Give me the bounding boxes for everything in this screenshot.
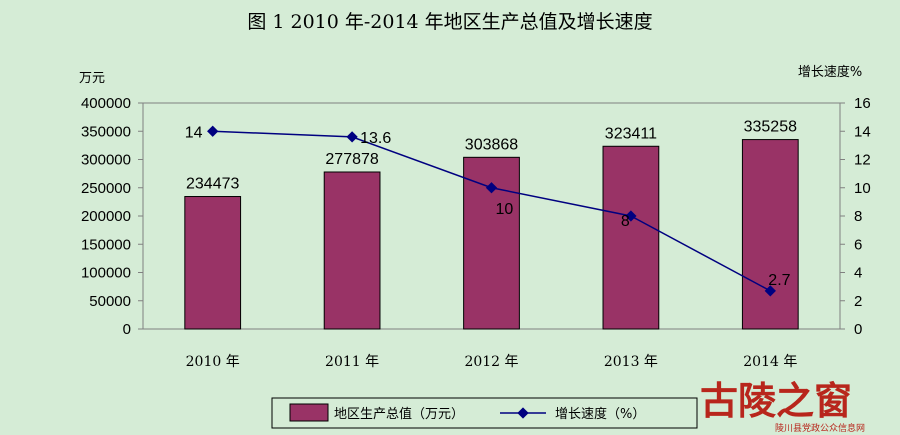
left-tick-label: 0 — [123, 321, 131, 338]
left-tick-label: 100000 — [81, 265, 131, 282]
line-point — [485, 182, 498, 194]
chart-title: 图 1 2010 年-2014 年地区生产总值及增长速度 — [247, 11, 652, 33]
line-point — [764, 285, 776, 297]
line-value-label: 10 — [496, 201, 514, 218]
bar-series: 234473 277878 303868 323411 335258 — [184, 119, 799, 330]
line-value-label: 13.6 — [360, 130, 391, 147]
right-tick-label: 12 — [854, 152, 871, 169]
category-labels: 2010 年 2011 年 2012 年 2013 年 2014 年 — [186, 354, 798, 370]
left-tick-label: 250000 — [81, 180, 131, 197]
line-value-label: 14 — [185, 124, 203, 141]
left-tick-label: 300000 — [81, 152, 131, 169]
left-tick-label: 50000 — [89, 293, 131, 310]
legend-bar-swatch — [289, 403, 329, 422]
watermark: 古陵之窗 陵川县党政公众信息网 — [700, 378, 865, 434]
bar — [741, 139, 799, 330]
bar-value-label: 234473 — [186, 176, 239, 193]
line-series: 14 13.6 10 8 2.7 — [185, 124, 791, 297]
watermark-logo: 古陵之窗 — [700, 378, 852, 423]
bar-value-label: 303868 — [465, 136, 518, 153]
bar — [184, 196, 242, 330]
legend-line-marker — [517, 407, 529, 419]
left-axis-unit: 万元 — [79, 71, 105, 86]
left-tick-label: 350000 — [81, 123, 131, 140]
right-tick-label: 8 — [854, 208, 862, 225]
legend-line-label: 增长速度（%） — [555, 406, 645, 422]
left-tick-label: 200000 — [81, 208, 131, 225]
right-tick-label: 14 — [854, 123, 871, 140]
bar — [323, 171, 381, 330]
right-tick-label: 2 — [854, 293, 862, 310]
category-label: 2013 年 — [604, 354, 658, 370]
watermark-subtext: 陵川县党政公众信息网 — [775, 422, 865, 434]
legend: 地区生产总值（万元） 增长速度（%） — [271, 397, 698, 429]
category-label: 2011 年 — [325, 354, 379, 370]
right-axis-unit: 增长速度% — [798, 64, 862, 80]
category-label: 2014 年 — [743, 354, 797, 370]
category-label: 2010 年 — [186, 354, 240, 370]
bar-value-label: 323411 — [605, 125, 657, 142]
left-axis-ticks: 0 50000 100000 150000 200000 250000 300000 3500… — [81, 95, 143, 338]
right-tick-label: 0 — [854, 321, 862, 338]
left-tick-label: 400000 — [81, 95, 131, 112]
line-value-label: 8 — [621, 213, 630, 230]
right-tick-label: 4 — [854, 265, 862, 282]
line-value-label: 2.7 — [768, 272, 790, 289]
line-point — [346, 131, 358, 143]
legend-box — [271, 397, 698, 429]
category-label: 2012 年 — [464, 354, 518, 370]
bar-value-label: 277878 — [325, 151, 378, 168]
right-tick-label: 10 — [854, 180, 871, 197]
line-point — [625, 210, 637, 222]
bar — [602, 145, 660, 330]
right-axis-ticks: 0 2 4 6 8 10 12 14 16 — [840, 95, 871, 338]
right-tick-label: 6 — [854, 236, 862, 253]
left-tick-label: 150000 — [81, 236, 131, 253]
bar-value-label: 335258 — [744, 119, 797, 136]
legend-bar-label: 地区生产总值（万元） — [334, 406, 464, 422]
right-tick-label: 16 — [854, 95, 871, 112]
